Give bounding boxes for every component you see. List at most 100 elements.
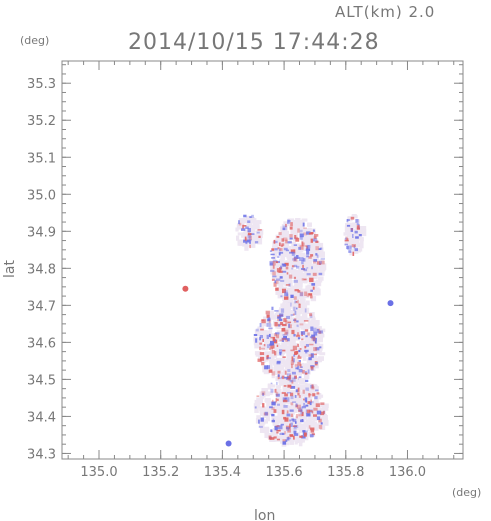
positive-cell bbox=[276, 398, 279, 401]
negative-cell bbox=[350, 228, 353, 232]
faint-cell bbox=[308, 361, 313, 368]
positive-cell bbox=[289, 234, 293, 238]
positive-cell bbox=[293, 257, 298, 262]
positive-cell bbox=[310, 232, 314, 234]
positive-cell bbox=[297, 332, 300, 336]
faint-cell bbox=[281, 258, 285, 265]
faint-cell bbox=[287, 398, 293, 405]
negative-cell bbox=[320, 422, 323, 425]
negative-cell bbox=[303, 402, 305, 407]
positive-cell bbox=[346, 238, 349, 241]
negative-cell bbox=[241, 228, 246, 231]
faint-cell bbox=[295, 218, 299, 225]
y-tick-label: 34.9 bbox=[27, 225, 56, 240]
faint-cell bbox=[293, 269, 297, 274]
positive-cell bbox=[290, 349, 295, 352]
positive-cell bbox=[308, 354, 313, 357]
faint-cell bbox=[293, 296, 299, 301]
negative-cell bbox=[283, 404, 288, 408]
faint-cell bbox=[301, 344, 305, 350]
positive-cell bbox=[290, 249, 296, 254]
positive-cell bbox=[268, 435, 272, 440]
negative-cell bbox=[271, 420, 275, 423]
faint-cell bbox=[293, 230, 299, 237]
positive-cell bbox=[281, 392, 286, 394]
positive-cell bbox=[356, 225, 360, 229]
positive-cell bbox=[278, 231, 282, 236]
negative-cell bbox=[286, 426, 291, 429]
negative-cell bbox=[278, 252, 281, 256]
faint-cell bbox=[289, 274, 296, 279]
faint-cell bbox=[273, 432, 279, 439]
negative-cell bbox=[281, 263, 285, 266]
faint-cell bbox=[301, 334, 307, 338]
negative-cell bbox=[269, 406, 273, 409]
faint-cell bbox=[276, 325, 282, 330]
negative-cell bbox=[249, 242, 251, 244]
faint-cell bbox=[287, 415, 294, 421]
negative-cell bbox=[344, 237, 347, 240]
positive-cell bbox=[301, 242, 305, 247]
faint-cell bbox=[291, 408, 298, 413]
positive-cell bbox=[291, 363, 293, 369]
faint-cell bbox=[282, 302, 286, 309]
faint-cell bbox=[281, 406, 287, 412]
faint-cell bbox=[282, 245, 289, 251]
positive-cell bbox=[285, 338, 288, 342]
positive-cell bbox=[282, 349, 286, 352]
faint-cell bbox=[273, 247, 281, 254]
positive-cell bbox=[284, 332, 288, 336]
faint-cell bbox=[313, 343, 320, 348]
negative-cell bbox=[290, 395, 294, 400]
negative-cell bbox=[268, 317, 271, 321]
faint-cell bbox=[264, 431, 268, 438]
positive-cell bbox=[266, 314, 270, 318]
faint-cell bbox=[315, 423, 320, 428]
faint-cell bbox=[259, 406, 266, 412]
negative-cell bbox=[298, 407, 303, 412]
positive-cell bbox=[308, 256, 312, 259]
positive-cell bbox=[290, 402, 294, 406]
positive-cell bbox=[297, 228, 300, 233]
y-tick-label: 34.6 bbox=[27, 336, 56, 351]
positive-cell bbox=[281, 243, 285, 246]
faint-cell bbox=[266, 401, 272, 409]
positive-cell bbox=[298, 409, 303, 412]
positive-cell bbox=[304, 245, 308, 247]
negative-cell bbox=[289, 379, 293, 383]
positive-cell bbox=[311, 384, 314, 389]
positive-cell bbox=[292, 313, 295, 316]
negative-cell bbox=[315, 253, 318, 256]
negative-cell bbox=[316, 416, 321, 420]
positive-cell bbox=[301, 370, 305, 374]
positive-cell bbox=[309, 277, 314, 282]
positive-cell bbox=[280, 247, 283, 251]
negative-cell bbox=[308, 357, 312, 361]
positive-cell bbox=[306, 245, 308, 250]
faint-cell bbox=[289, 289, 297, 296]
faint-cell bbox=[311, 229, 316, 235]
faint-cell bbox=[312, 242, 319, 248]
faint-cell bbox=[269, 351, 276, 357]
faint-cell bbox=[290, 319, 297, 327]
faint-cell bbox=[303, 317, 311, 321]
faint-cell bbox=[292, 364, 298, 372]
faint-cell bbox=[286, 298, 293, 305]
positive-cell bbox=[274, 322, 278, 327]
faint-cell bbox=[292, 307, 299, 313]
faint-cell bbox=[307, 339, 314, 347]
faint-cell bbox=[301, 218, 308, 222]
negative-cell bbox=[305, 379, 309, 382]
negative-cell bbox=[293, 244, 297, 246]
faint-cell bbox=[283, 384, 289, 390]
negative-cell bbox=[270, 388, 274, 393]
negative-cell bbox=[346, 219, 349, 223]
positive-cell bbox=[296, 236, 299, 240]
negative-cell bbox=[269, 261, 274, 266]
positive-cell bbox=[306, 409, 311, 414]
negative-cell bbox=[247, 234, 252, 239]
faint-cell bbox=[304, 363, 311, 368]
negative-cell bbox=[260, 417, 264, 422]
positive-cell bbox=[315, 403, 320, 407]
negative-cell bbox=[298, 349, 301, 353]
